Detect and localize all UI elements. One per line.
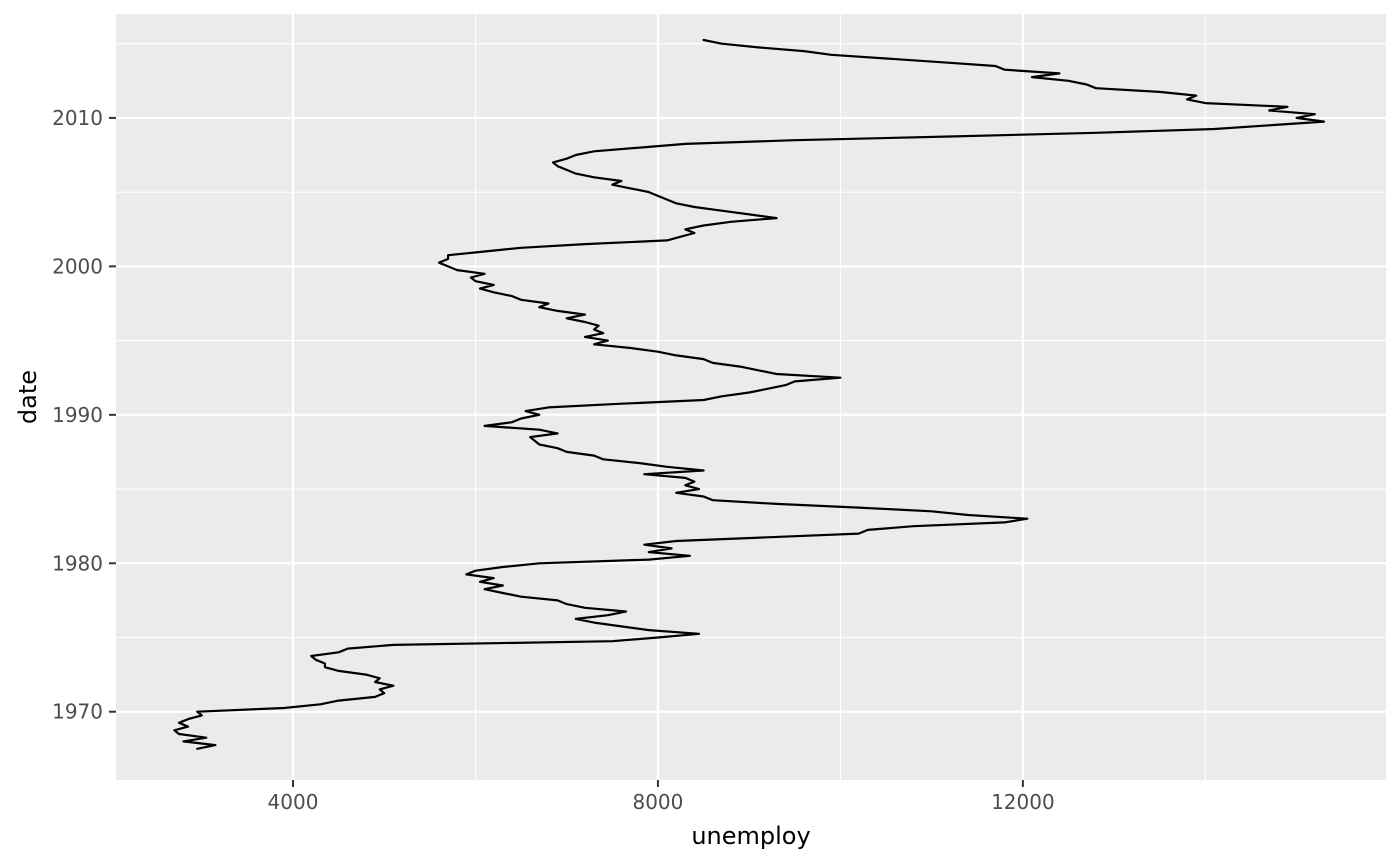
y-tick-label: 2010 bbox=[52, 106, 103, 130]
minor-gridlines bbox=[116, 14, 1386, 780]
unemploy-series-line bbox=[173, 38, 1326, 750]
x-tick-label: 12000 bbox=[991, 790, 1055, 814]
y-tick-label: 1970 bbox=[52, 700, 103, 724]
x-axis-title: unemploy bbox=[691, 822, 810, 850]
y-tick-label: 1990 bbox=[52, 403, 103, 427]
y-axis-title: date bbox=[14, 370, 42, 424]
y-axis-ticks: 1970 1980 1990 2000 2010 bbox=[52, 106, 116, 724]
y-tick-label: 1980 bbox=[52, 551, 103, 575]
x-tick-label: 4000 bbox=[268, 790, 319, 814]
x-tick-label: 8000 bbox=[632, 790, 683, 814]
y-tick-label: 2000 bbox=[52, 254, 103, 278]
x-axis-ticks: 4000 8000 12000 bbox=[268, 780, 1055, 814]
major-gridlines bbox=[116, 14, 1386, 780]
